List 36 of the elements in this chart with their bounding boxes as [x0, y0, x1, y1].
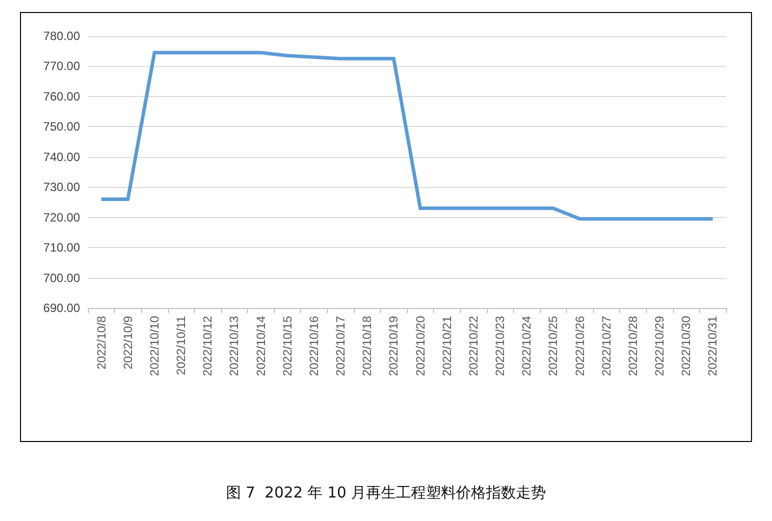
y-tick-label: 690.00	[43, 301, 80, 315]
text: 图 7 2022 年 10 月再生工程塑料价格指数走势	[226, 484, 546, 502]
x-tick-label: 2022/10/30	[679, 316, 694, 376]
x-tick-label: 2022/10/28	[626, 316, 640, 376]
y-tick-label: 750.00	[43, 120, 80, 134]
x-tick-label: 2022/10/29	[652, 316, 667, 376]
y-tick-label: 710.00	[43, 240, 80, 255]
x-tick-label: 2022/10/22	[466, 316, 480, 376]
x-tick-label: 2022/10/9	[120, 316, 135, 370]
x-tick-label: 2022/10/8	[94, 316, 108, 370]
y-tick-label: 700.00	[43, 270, 80, 285]
x-tick-label: 2022/10/27	[599, 316, 614, 376]
y-tick-label: 730.00	[43, 180, 80, 194]
x-tick-label: 2022/10/26	[572, 316, 587, 376]
x-tick-label: 2022/10/12	[200, 316, 215, 376]
x-tick-label: 2022/10/25	[546, 316, 560, 376]
x-tick-label: 2022/10/24	[520, 316, 534, 376]
x-tick-label: 2022/10/10	[147, 316, 162, 376]
x-tick-label: 2022/10/31	[706, 316, 720, 376]
y-tick-label: 720.00	[43, 210, 80, 224]
y-tick-label: 780.00	[43, 29, 80, 43]
x-tick-label: 2022/10/11	[174, 316, 188, 376]
y-tick-label: 770.00	[43, 59, 80, 74]
x-tick-label: 2022/10/16	[306, 316, 321, 376]
x-tick-label: 2022/10/18	[360, 316, 374, 376]
x-tick-label: 2022/10/23	[493, 316, 508, 376]
line-series	[100, 50, 714, 221]
x-tick-label: 2022/10/21	[440, 316, 454, 376]
y-tick-label: 740.00	[43, 150, 80, 164]
x-tick-label: 2022/10/14	[254, 316, 268, 376]
x-tick-label: 2022/10/13	[227, 316, 242, 376]
x-tick-label: 2022/10/15	[280, 316, 294, 376]
y-tick-label: 760.00	[43, 89, 80, 104]
x-tick-label: 2022/10/20	[413, 316, 428, 376]
x-tick-label: 2022/10/19	[386, 316, 401, 376]
x-tick-label: 2022/10/17	[334, 316, 348, 376]
